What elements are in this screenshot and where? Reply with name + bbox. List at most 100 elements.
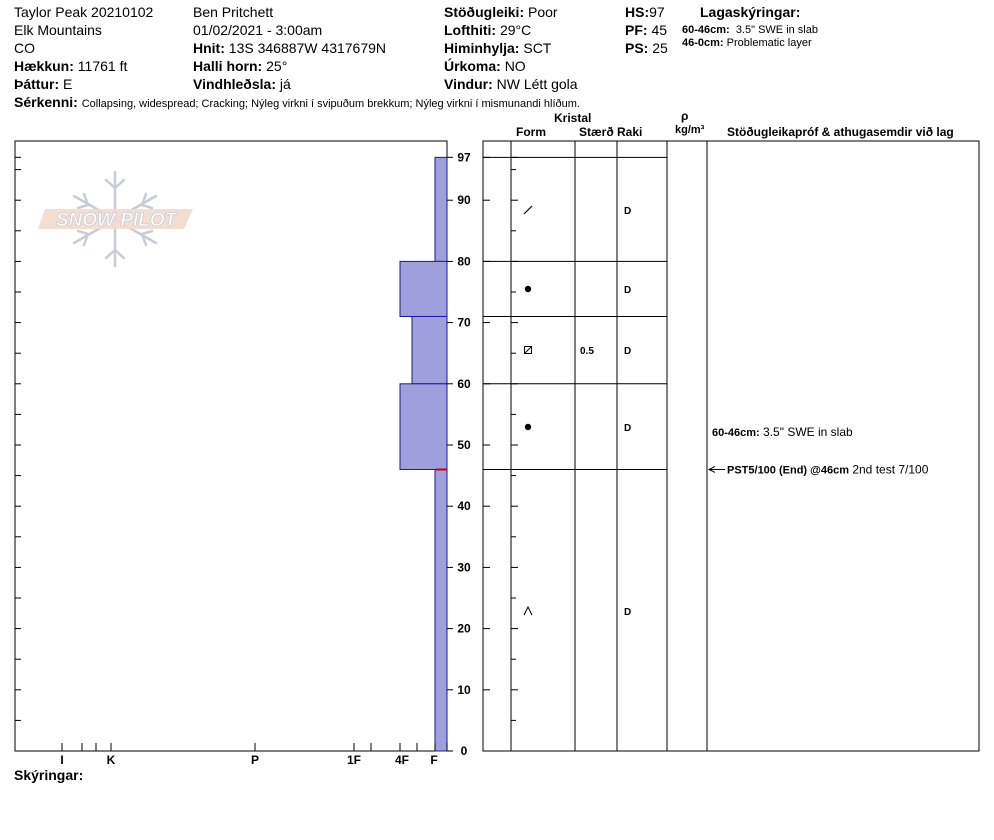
wind-row: Vindur: NW Létt gola bbox=[444, 76, 578, 92]
wind-loading-label: Vindhleðsla: bbox=[193, 76, 276, 92]
features-row: Sérkenni: Collapsing, widespread; Cracki… bbox=[14, 94, 580, 112]
wind-label: Vindur: bbox=[444, 76, 493, 92]
hardness-layer-bar bbox=[411, 315, 448, 385]
layer-note-text: 3.5" SWE in slab bbox=[735, 24, 818, 36]
comment-range: 60-46cm: bbox=[712, 427, 760, 439]
moisture: D bbox=[624, 285, 631, 296]
observer: Ben Pritchett bbox=[193, 4, 274, 20]
ps-value: 25 bbox=[652, 40, 668, 56]
hardness-layer-bar bbox=[434, 468, 448, 752]
crystal-header: Kristal bbox=[554, 111, 592, 125]
rounded-grain-symbol bbox=[524, 423, 532, 431]
comment-text: 3.5" SWE in slab bbox=[760, 425, 853, 439]
hardness-tick-label: P bbox=[251, 753, 259, 767]
aspect-label: Þáttur: bbox=[14, 76, 60, 92]
layer-comment: 60-46cm: 3.5" SWE in slab bbox=[712, 425, 853, 439]
hardness-layer-bar bbox=[399, 260, 448, 317]
height-tick-label: 10 bbox=[457, 683, 471, 697]
snowpilot-logo: SNOW PILOT bbox=[38, 170, 193, 268]
coords-row: Hnit: 13S 346887W 4317679N bbox=[193, 40, 386, 56]
height-tick-label: 20 bbox=[457, 622, 471, 636]
layer-note-1: 60-46cm: 3.5" SWE in slab bbox=[682, 24, 818, 37]
features-label: Sérkenni: bbox=[14, 94, 78, 110]
moisture-header: Raki bbox=[617, 125, 643, 139]
stability-row: Stöðugleiki: Poor bbox=[444, 4, 558, 20]
hardness-layers bbox=[399, 156, 448, 752]
hardness-tick-label: 4F bbox=[395, 753, 409, 767]
layer-note-range: 46-0cm: bbox=[682, 37, 724, 49]
air-temp-row: Lofthiti: 29°C bbox=[444, 22, 531, 38]
elevation-label: Hækkun: bbox=[14, 58, 74, 74]
site-name: Taylor Peak 20210102 bbox=[14, 4, 154, 20]
hardness-layer-bar bbox=[434, 156, 448, 262]
layer-table-frame bbox=[482, 140, 980, 752]
air-temp-label: Lofthiti: bbox=[444, 22, 497, 38]
density-unit-header: kg/m³ bbox=[675, 124, 705, 136]
hardness-tick-label: I bbox=[60, 753, 63, 767]
height-tick-label: 60 bbox=[457, 377, 471, 391]
hs-label: HS: bbox=[625, 4, 650, 20]
layer-note-2: 46-0cm: Problematic layer bbox=[682, 37, 812, 50]
moisture: D bbox=[624, 206, 631, 217]
hardness-tick-label: 1F bbox=[347, 753, 361, 767]
ps-label: PS: bbox=[625, 40, 649, 56]
precip-label: Úrkoma: bbox=[444, 58, 501, 74]
aspect-value: E bbox=[63, 76, 73, 92]
hardness-tick-label: K bbox=[107, 753, 116, 767]
test-result: PST5/100 (End) @46cm bbox=[727, 464, 849, 476]
form-header: Form bbox=[516, 125, 546, 139]
pf-value: 45 bbox=[651, 22, 668, 38]
state-name: CO bbox=[14, 40, 35, 56]
elevation-value: 11761 ft bbox=[77, 58, 128, 74]
moisture: D bbox=[624, 423, 631, 434]
height-tick-label: 30 bbox=[457, 560, 471, 574]
precip-row: Úrkoma: NO bbox=[444, 58, 526, 74]
depth-hoar-symbol bbox=[523, 605, 533, 616]
tests-header: Stöðugleikapróf & athugasemdir við lag bbox=[727, 125, 954, 139]
logo-text: SNOW PILOT bbox=[56, 210, 178, 231]
grain-size: 0.5 bbox=[580, 346, 594, 357]
slope-row: Halli horn: 25° bbox=[193, 58, 287, 74]
precip-value: NO bbox=[504, 58, 526, 74]
test-arrow-head bbox=[707, 466, 716, 473]
moisture: D bbox=[624, 346, 631, 357]
range-name: Elk Mountains bbox=[14, 22, 102, 38]
sky-row: Himinhylja: SCT bbox=[444, 40, 551, 56]
slope-label: Halli horn: bbox=[193, 58, 263, 74]
table-column-lines bbox=[510, 141, 708, 751]
height-tick-label: 80 bbox=[457, 254, 471, 268]
features-value: Collapsing, widespread; Cracking; Nýleg … bbox=[81, 98, 580, 110]
faceted-diagonal bbox=[524, 346, 532, 354]
sky-label: Himinhylja: bbox=[444, 40, 520, 56]
aspect-row: Þáttur: E bbox=[14, 76, 72, 92]
decomposing-symbol bbox=[523, 205, 533, 215]
slope-value: 25° bbox=[266, 58, 288, 74]
wind-loading-value: já bbox=[279, 76, 291, 92]
ps-row: PS: 25 bbox=[625, 40, 668, 56]
coords-label: Hnit: bbox=[193, 40, 225, 56]
layer-note-range: 60-46cm: bbox=[682, 24, 730, 36]
rho-header: ρ bbox=[681, 109, 689, 123]
layer-note-text: Problematic layer bbox=[726, 37, 812, 49]
layer-comments: 60-46cm: 3.5" SWE in slab PST5/100 (End) … bbox=[707, 425, 929, 476]
height-tick-label: 97 bbox=[457, 150, 471, 164]
height-tick-label: 70 bbox=[457, 316, 471, 330]
table-rows: D D 0.5 D D D bbox=[483, 156, 667, 752]
datetime: 01/02/2021 - 3:00am bbox=[193, 22, 323, 38]
height-axis: 0 10 20 30 40 50 60 70 80 90 97 bbox=[15, 150, 518, 758]
hardness-axis: I K P 1F 4F F bbox=[60, 743, 448, 767]
hs-row: HS:97 bbox=[625, 4, 665, 20]
moisture: D bbox=[624, 607, 631, 618]
pf-label: PF: bbox=[625, 22, 648, 38]
layer-notes-title: Lagaskýringar: bbox=[700, 4, 801, 20]
faceted-symbol bbox=[524, 346, 532, 354]
coords-value: 13S 346887W 4317679N bbox=[228, 40, 387, 56]
height-tick-label: 50 bbox=[457, 438, 471, 452]
height-tick-label: 90 bbox=[457, 193, 471, 207]
wind-value: NW Létt gola bbox=[496, 76, 578, 92]
notes-label: Skýringar: bbox=[14, 767, 84, 783]
elevation-row: Hækkun: 11761 ft bbox=[14, 58, 127, 74]
hardness-tick-label: F bbox=[430, 753, 437, 767]
stability-label: Stöðugleiki: bbox=[444, 4, 525, 20]
